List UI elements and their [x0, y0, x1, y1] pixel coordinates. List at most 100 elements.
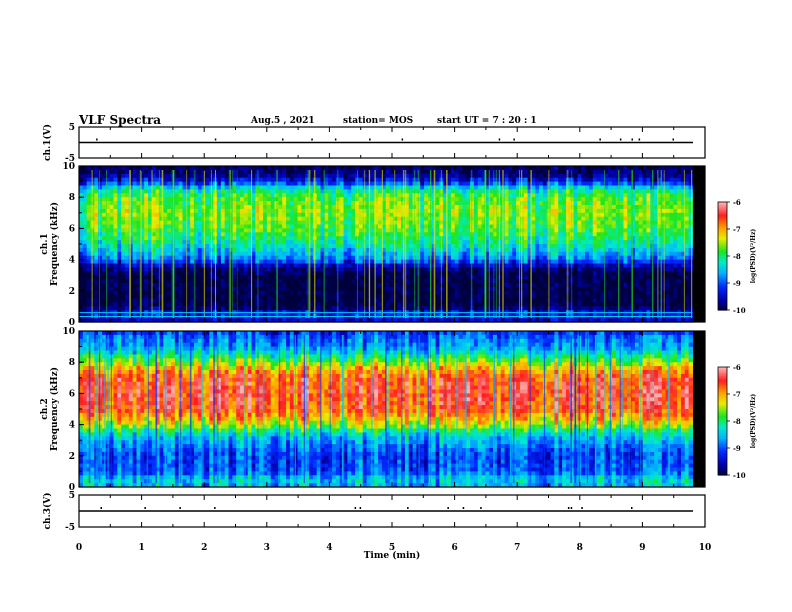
spectrogram-cell — [301, 244, 306, 249]
spectrogram-cell — [408, 224, 414, 229]
spectrogram-cell — [312, 318, 318, 323]
spectrogram-cell — [197, 259, 203, 265]
spectrogram-cell — [358, 232, 364, 237]
spectrogram-cell — [477, 298, 483, 304]
spectrogram-cell — [243, 247, 249, 253]
spectrogram-cell — [182, 193, 187, 198]
spectrogram-cell — [381, 177, 387, 183]
spectrogram-cell — [351, 236, 356, 241]
spectrogram-cell — [335, 247, 341, 253]
spectrogram-cell — [217, 185, 222, 190]
spectrogram-cell — [82, 232, 88, 237]
spectrogram-cell — [224, 181, 230, 187]
spectrogram-cell — [458, 251, 464, 257]
spectrogram-cell — [113, 251, 118, 257]
spectrogram-cell — [450, 240, 456, 245]
spectrogram-cell — [473, 240, 479, 245]
spectrogram-cell — [393, 189, 398, 194]
spectrogram-cell — [247, 290, 253, 296]
spectrogram-cell — [224, 294, 230, 300]
spectrogram-cell — [508, 267, 513, 272]
spectrogram-cell — [316, 224, 322, 229]
spectrogram-cell — [420, 279, 425, 284]
spectrogram-cell — [240, 173, 245, 179]
spectrogram-cell — [485, 259, 490, 265]
spectrogram-cell — [362, 166, 368, 171]
spectrogram-cell — [393, 240, 398, 245]
spectrogram-cell — [351, 181, 356, 187]
spectrogram-cell — [186, 267, 191, 272]
spectrogram-cell — [186, 216, 191, 222]
spectrogram-cell — [220, 220, 226, 226]
spectrogram-cell — [105, 173, 111, 179]
spectrogram-cell — [167, 283, 172, 288]
spectrogram-cell — [247, 271, 253, 276]
spectrogram-cell — [504, 181, 510, 187]
spectrogram-cell — [278, 283, 283, 288]
spectrogram-cell — [485, 220, 490, 226]
spectrogram-cell — [493, 173, 498, 179]
spectrogram-cell — [542, 267, 548, 272]
spectrogram-cell — [144, 283, 149, 288]
spectrogram-cell — [240, 271, 245, 276]
spectrogram-cell — [393, 197, 398, 202]
spectrogram-cell — [320, 302, 325, 307]
spectrogram-cell — [424, 283, 429, 288]
spectrogram-cell — [132, 240, 138, 245]
spectrogram-cell — [240, 181, 245, 187]
spectrogram-cell — [90, 185, 95, 190]
spectrogram-cell — [435, 177, 441, 183]
spectrogram-cell — [450, 197, 456, 202]
spectrogram-cell — [489, 240, 494, 245]
spectrogram-cell — [117, 224, 122, 229]
spectrogram-cell — [355, 181, 360, 187]
spectrogram-cell — [82, 220, 88, 226]
spectrogram-cell — [535, 216, 540, 222]
spectrogram-cell — [86, 205, 92, 210]
spectrogram-cell — [473, 275, 479, 280]
spectrogram-cell — [144, 244, 149, 249]
spectrogram-cell — [523, 197, 529, 202]
spectrogram-cell — [462, 166, 467, 171]
spectrogram-cell — [320, 212, 325, 218]
spectrogram-cell — [144, 240, 149, 245]
spectrogram-cell — [190, 185, 195, 190]
spectrogram-cell — [197, 290, 203, 296]
spectrogram-cell — [504, 263, 510, 268]
spectrogram-cell — [140, 302, 145, 307]
spectrogram-cell — [374, 306, 379, 311]
spectrogram-cell — [259, 236, 264, 241]
spectrogram-cell — [136, 205, 141, 210]
spectrogram-cell — [255, 173, 260, 179]
spectrogram-cell — [374, 247, 379, 253]
spectrogram-cell — [305, 294, 310, 300]
spectrogram-cell — [220, 185, 226, 190]
spectrogram-cell — [178, 193, 184, 198]
spectrogram-cell — [381, 166, 387, 171]
spectrogram-cell — [86, 185, 92, 190]
spectrogram-cell — [105, 318, 111, 323]
spectrogram-cell — [236, 216, 241, 222]
spectrogram-cell — [113, 298, 118, 304]
spectrogram-cell — [224, 279, 230, 284]
spectrogram-cell — [316, 189, 322, 194]
spectrogram-cell — [328, 263, 333, 268]
spectrogram-cell — [194, 279, 199, 284]
spectrogram-cell — [309, 228, 314, 233]
spectrogram-cell — [489, 244, 494, 249]
spectrogram-cell — [132, 205, 138, 210]
spectrogram-cell — [128, 189, 134, 194]
spectrogram-cell — [243, 306, 249, 311]
spectrogram-cell — [347, 306, 352, 311]
spectrogram-cell — [224, 220, 230, 226]
spectrogram-cell — [332, 185, 337, 190]
spectrogram-cell — [155, 259, 161, 265]
spectrogram-cell — [194, 259, 199, 265]
spectrogram-cell — [404, 251, 410, 257]
spectrogram-cell — [535, 208, 540, 214]
spectrogram-cell — [332, 177, 337, 183]
spectrogram-cell — [477, 302, 483, 307]
spectrogram-cell — [527, 228, 533, 233]
spectrogram-cell — [489, 169, 494, 175]
spectrogram-cell — [289, 283, 295, 288]
